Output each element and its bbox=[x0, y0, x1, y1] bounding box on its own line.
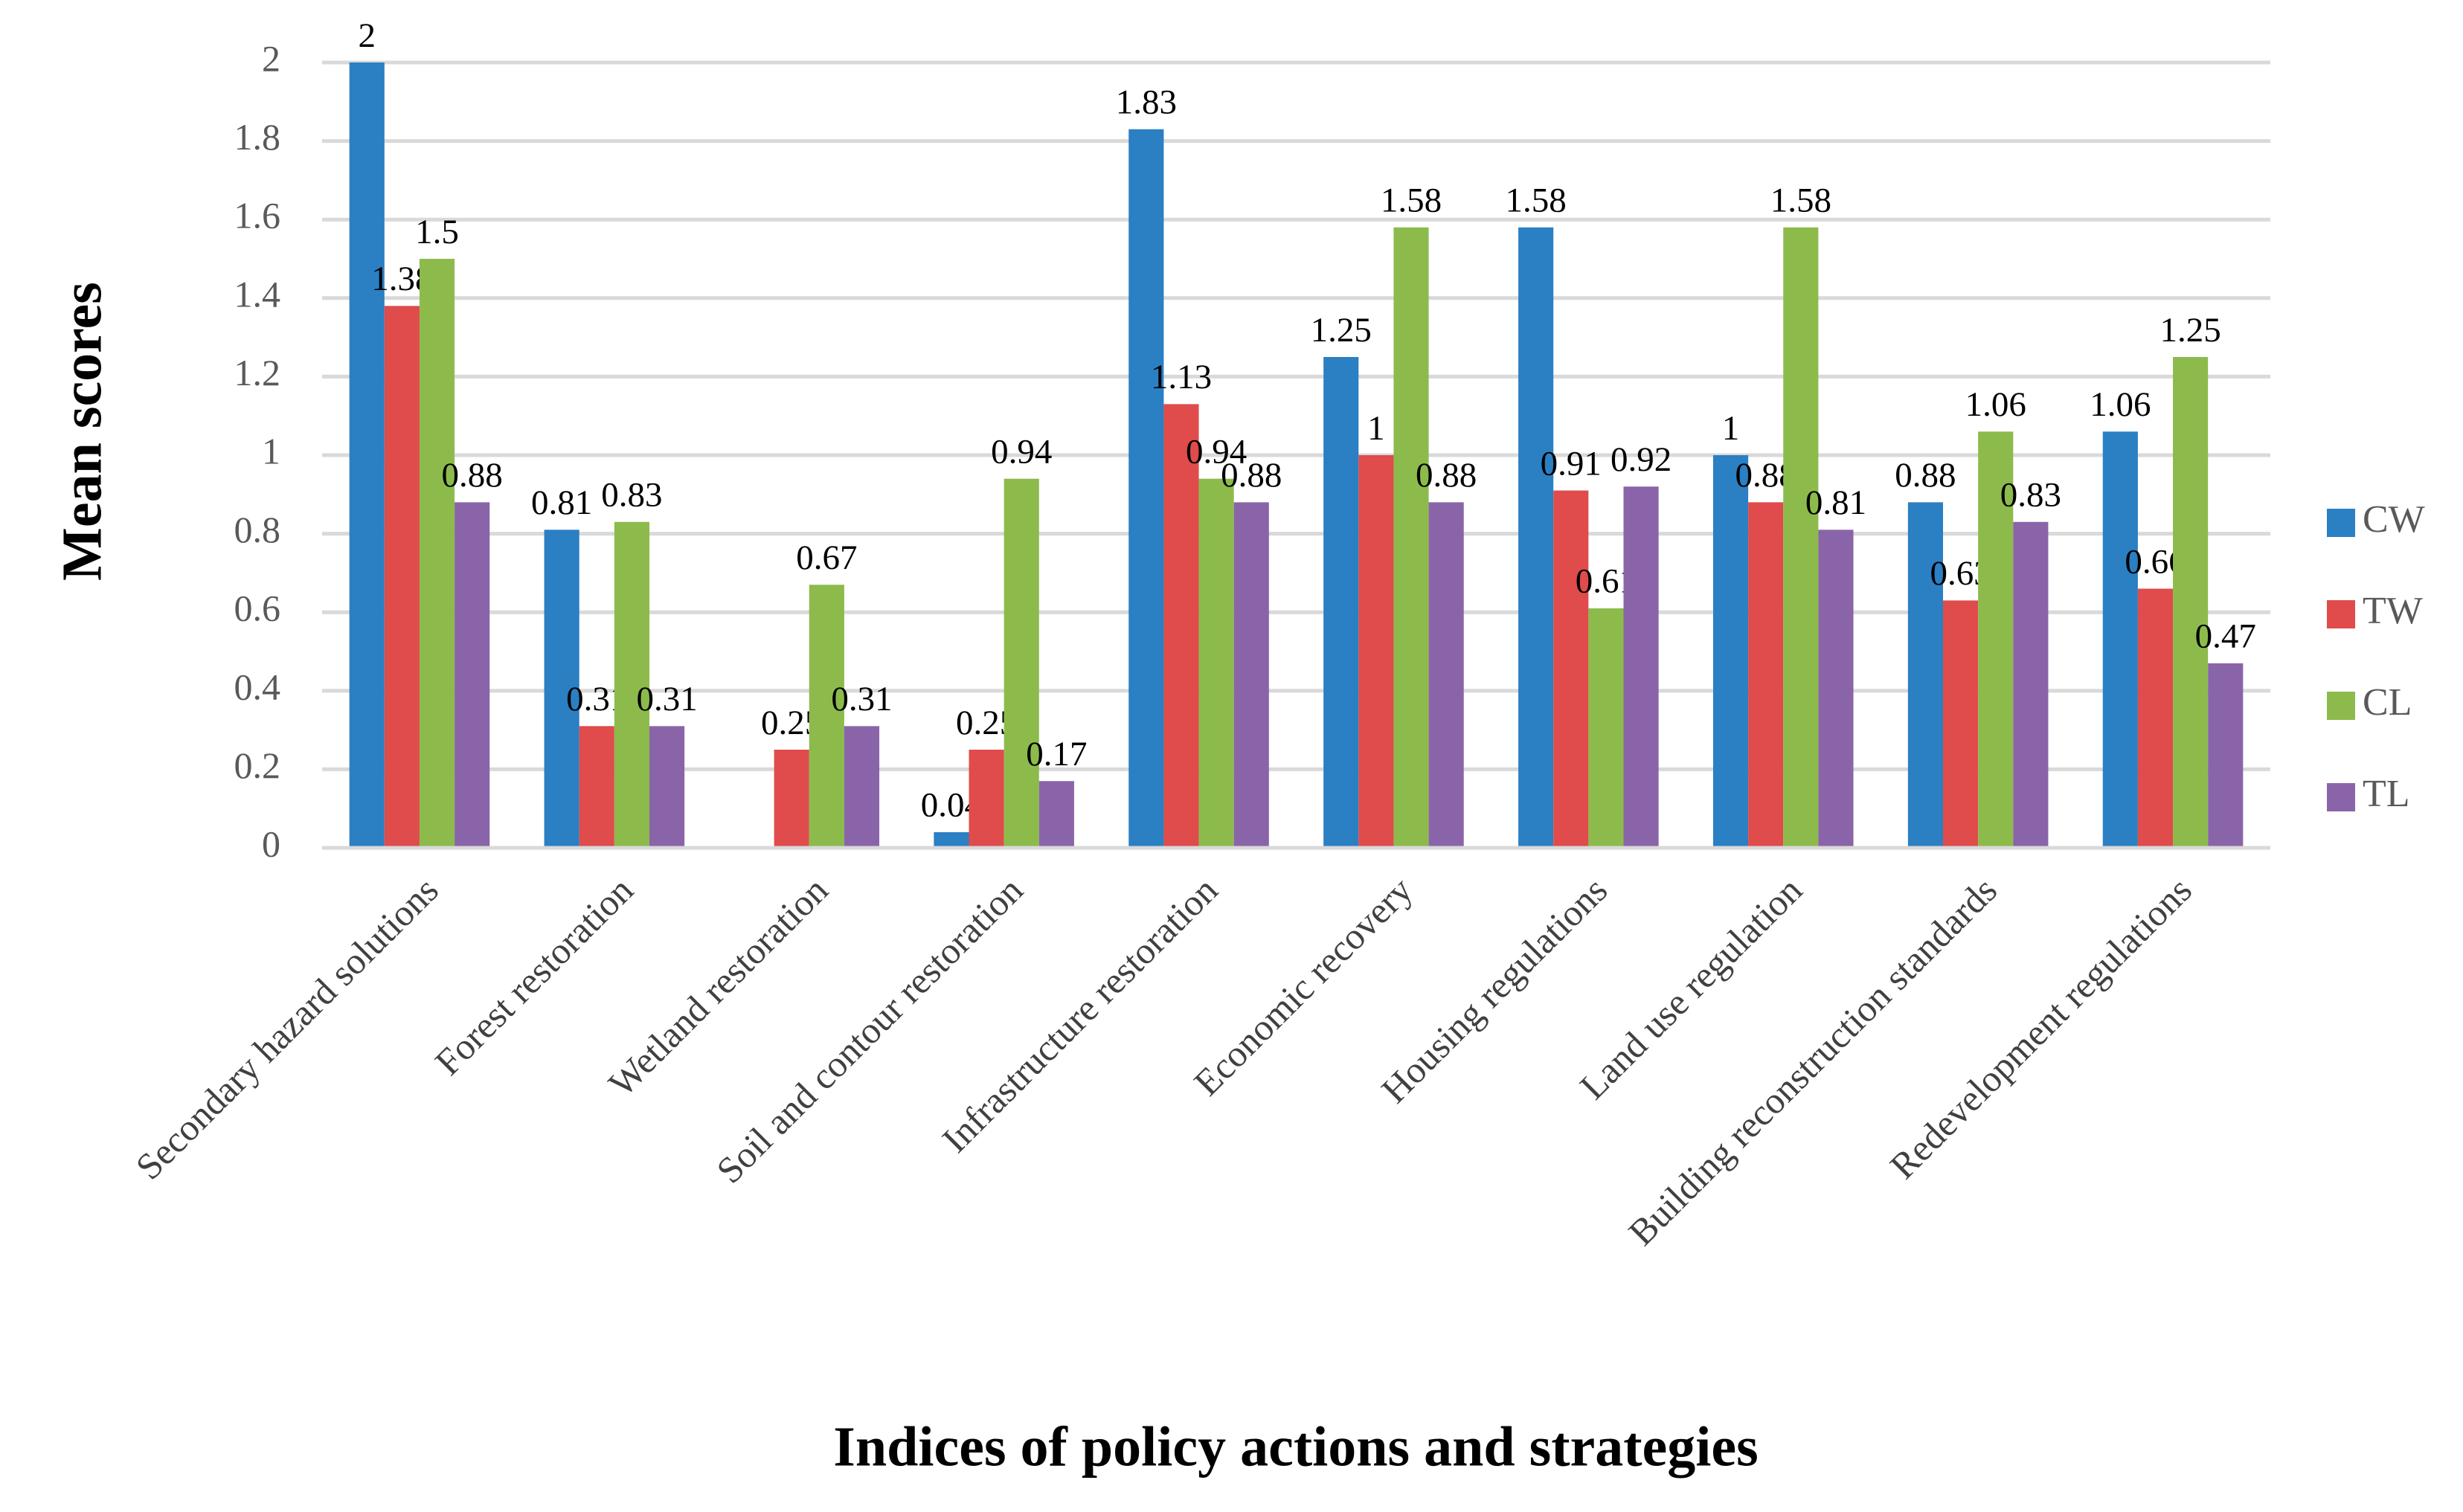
bar bbox=[614, 521, 649, 848]
bar bbox=[1003, 478, 1039, 848]
value-label: 1.58 bbox=[1381, 181, 1442, 220]
bar bbox=[1358, 455, 1394, 848]
bar bbox=[2173, 357, 2209, 848]
value-label: 0.92 bbox=[1611, 440, 1672, 479]
bar bbox=[2013, 521, 2049, 848]
bar bbox=[1712, 455, 1749, 848]
y-tick-label: 0.6 bbox=[234, 588, 281, 629]
value-label: 0.94 bbox=[1186, 432, 1247, 471]
bar bbox=[455, 502, 490, 848]
value-label: 1.06 bbox=[2090, 385, 2151, 424]
value-label: 0.88 bbox=[1221, 456, 1282, 495]
y-tick-label: 1.8 bbox=[234, 116, 281, 158]
value-label: 0.88 bbox=[442, 456, 503, 495]
value-label: 1.83 bbox=[1116, 83, 1177, 122]
legend-label: TL bbox=[2363, 773, 2410, 815]
y-tick-label: 0.8 bbox=[234, 509, 281, 550]
bar bbox=[419, 259, 455, 848]
bar bbox=[1518, 227, 1554, 848]
value-label: 0.17 bbox=[1026, 735, 1087, 773]
value-label: 0.31 bbox=[636, 680, 697, 718]
bar bbox=[1907, 502, 1944, 848]
value-label: 0.81 bbox=[531, 483, 592, 522]
bar bbox=[579, 726, 614, 848]
bar bbox=[1128, 129, 1164, 848]
value-label: 0.88 bbox=[1895, 456, 1956, 495]
legend-swatch bbox=[2327, 600, 2355, 628]
bar bbox=[349, 62, 385, 848]
value-label: 0.81 bbox=[1805, 483, 1866, 522]
bar bbox=[1393, 227, 1429, 848]
bar bbox=[774, 750, 809, 848]
bar bbox=[844, 726, 880, 848]
bar bbox=[1163, 404, 1199, 848]
value-label: 0.94 bbox=[991, 432, 1052, 471]
bar bbox=[2208, 663, 2244, 848]
legend-label: CW bbox=[2363, 498, 2425, 541]
y-tick-label: 0 bbox=[262, 823, 280, 864]
bar bbox=[1943, 600, 1979, 848]
bar bbox=[934, 831, 969, 848]
y-axis-title: Mean scores bbox=[51, 282, 113, 581]
bar bbox=[1978, 431, 2014, 848]
value-label: 0.67 bbox=[796, 538, 857, 577]
value-label: 1.58 bbox=[1770, 181, 1831, 220]
value-label: 0.91 bbox=[1541, 444, 1602, 483]
y-tick-label: 1.6 bbox=[234, 195, 281, 237]
y-tick-label: 1 bbox=[262, 430, 280, 472]
value-label: 0.83 bbox=[601, 476, 662, 515]
bar bbox=[1198, 478, 1234, 848]
bar bbox=[2102, 431, 2138, 848]
bar bbox=[2137, 588, 2174, 848]
value-label: 0.31 bbox=[831, 680, 892, 718]
legend-swatch bbox=[2327, 783, 2355, 811]
bar bbox=[1623, 486, 1659, 848]
value-label: 1 bbox=[1722, 409, 1740, 448]
value-label: 1.25 bbox=[1311, 311, 1372, 350]
bar bbox=[1038, 781, 1074, 848]
y-tick-label: 1.4 bbox=[234, 273, 281, 315]
bar bbox=[1783, 227, 1819, 848]
y-tick-label: 2 bbox=[262, 37, 280, 79]
y-tick-label: 1.2 bbox=[234, 352, 281, 393]
bar bbox=[544, 530, 579, 848]
value-label: 0.47 bbox=[2195, 617, 2256, 656]
bar bbox=[1323, 357, 1359, 848]
value-label: 1.58 bbox=[1506, 181, 1567, 220]
legend-swatch bbox=[2327, 692, 2355, 720]
value-label: 1.25 bbox=[2159, 311, 2220, 350]
value-label: 1 bbox=[1367, 409, 1385, 448]
bar bbox=[1233, 502, 1269, 848]
legend-label: TW bbox=[2363, 590, 2423, 632]
bar bbox=[1818, 530, 1854, 848]
legend-swatch bbox=[2327, 509, 2355, 537]
bar bbox=[1428, 502, 1464, 848]
value-label: 1.5 bbox=[415, 213, 459, 251]
value-label: 1.06 bbox=[1965, 385, 2026, 424]
bar bbox=[809, 585, 844, 848]
bar bbox=[1748, 502, 1784, 848]
bar bbox=[969, 750, 1004, 848]
bar bbox=[1553, 490, 1589, 848]
bar bbox=[649, 726, 685, 848]
value-label: 0.83 bbox=[2000, 476, 2061, 515]
bar bbox=[1588, 608, 1624, 848]
value-label: 2 bbox=[358, 16, 376, 55]
value-label: 1.13 bbox=[1151, 358, 1212, 396]
value-label: 0.88 bbox=[1416, 456, 1477, 495]
x-axis-title: Indices of policy actions and strategies bbox=[833, 1415, 1758, 1478]
legend-label: CL bbox=[2363, 681, 2412, 724]
bar bbox=[384, 306, 420, 848]
y-tick-label: 0.4 bbox=[234, 666, 281, 707]
y-tick-label: 0.2 bbox=[234, 744, 281, 786]
